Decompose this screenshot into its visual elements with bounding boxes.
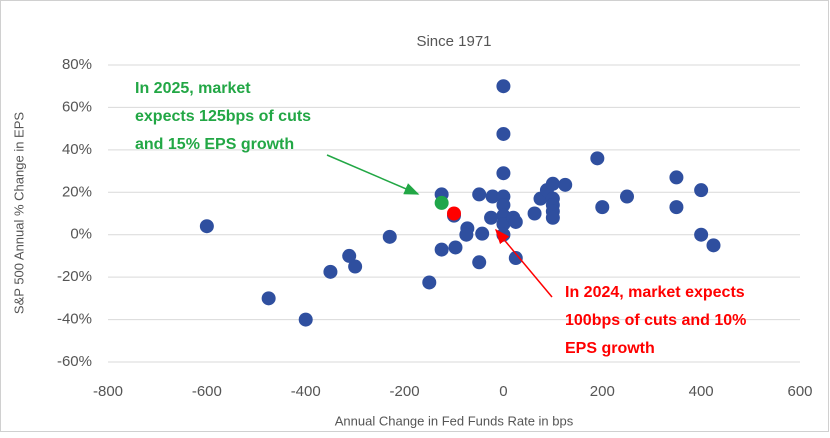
points <box>199 79 721 327</box>
y-tick-label: -20% <box>57 268 92 285</box>
point <box>496 166 511 181</box>
point <box>558 177 573 192</box>
point <box>422 275 437 290</box>
point <box>382 229 397 244</box>
x-tick-label: 600 <box>787 383 812 400</box>
x-tick-label: 400 <box>689 383 714 400</box>
y-tick-label: 0% <box>70 226 92 243</box>
annotation: expects 125bps of cuts <box>135 108 311 125</box>
point <box>508 251 523 266</box>
point <box>496 79 511 94</box>
chart-title: Since 1971 <box>416 33 491 50</box>
point <box>694 227 709 242</box>
annotation: In 2024, market expects <box>565 284 745 301</box>
arrow <box>495 228 553 298</box>
point <box>595 200 610 215</box>
point <box>496 126 511 141</box>
y-tick-label: 20% <box>62 183 92 200</box>
x-tick-label: 0 <box>499 383 507 400</box>
annotation: In 2025, market <box>135 80 251 97</box>
x-tick-label: -800 <box>93 383 123 400</box>
x-tick-label: -600 <box>192 383 222 400</box>
point <box>261 291 276 306</box>
point <box>485 189 500 204</box>
point <box>669 170 684 185</box>
point <box>434 242 449 257</box>
point <box>323 264 338 279</box>
grid: -60% -40% -20% 0% 20% 40% 60% 80% -800 -600 -400 -2… <box>57 56 813 400</box>
point <box>199 219 214 234</box>
point <box>342 248 357 263</box>
point <box>620 189 634 204</box>
point <box>590 151 605 166</box>
point <box>348 259 363 274</box>
point <box>459 227 474 242</box>
x-axis-label: Annual Change in Fed Funds Rate in bps <box>335 413 574 428</box>
point <box>475 226 490 241</box>
x-tick-label: -400 <box>291 383 321 400</box>
point <box>496 198 511 213</box>
y-tick-label: 60% <box>62 98 92 115</box>
annotation: and 15% EPS growth <box>135 136 294 153</box>
point <box>706 238 721 253</box>
point <box>447 206 461 221</box>
point <box>434 195 449 210</box>
y-axis-label: S&P 500 Annual % Change in EPS <box>11 112 26 314</box>
point <box>669 200 684 215</box>
point <box>448 240 463 255</box>
point <box>527 206 542 221</box>
point <box>694 183 709 198</box>
y-tick-label: -40% <box>57 311 92 328</box>
point <box>508 214 523 229</box>
annotations: In 2025, market expects 125bps of cuts and… <box>135 80 746 357</box>
annotation: 100bps of cuts and 10% <box>565 312 746 329</box>
y-tick-label: 80% <box>62 56 92 73</box>
x-tick-label: -200 <box>390 383 420 400</box>
y-tick-label: 40% <box>62 141 92 158</box>
point <box>298 312 313 327</box>
y-tick-label: -60% <box>57 353 92 370</box>
point <box>472 255 487 270</box>
arrow <box>326 154 420 195</box>
x-tick-label: 200 <box>590 383 615 400</box>
point <box>472 187 487 202</box>
point <box>545 176 560 191</box>
point <box>545 210 560 225</box>
point <box>484 210 499 225</box>
annotation: EPS growth <box>565 340 655 357</box>
